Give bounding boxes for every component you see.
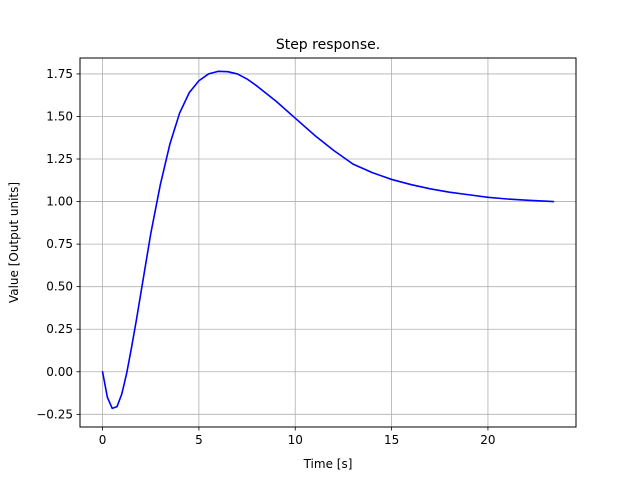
x-tick-label: 0: [99, 433, 107, 447]
ticks: 0 5 10 15 20 −0.25 0.00 0.25 0.50 0.75 1.00 1.25 1.5…: [36, 67, 495, 447]
y-axis-label: Value [Output units]: [7, 182, 21, 303]
x-axis-label: Time [s]: [303, 457, 353, 471]
step-response-line: [101, 70, 555, 410]
y-tick-label: 1.50: [46, 109, 73, 123]
x-tick-label: 15: [384, 433, 399, 447]
series-group: [101, 70, 555, 410]
y-tick-label: 1.25: [46, 152, 73, 166]
grid: [80, 58, 576, 427]
x-tick-label: 5: [195, 433, 203, 447]
y-tick-label: 0.25: [46, 322, 73, 336]
y-tick-label: 1.75: [46, 67, 73, 81]
plot-frame: [79, 57, 577, 428]
y-tick-label: 1.00: [46, 195, 73, 209]
y-tick-label: −0.25: [36, 407, 73, 421]
y-tick-label: 0.75: [46, 237, 73, 251]
y-tick-label: 0.00: [46, 365, 73, 379]
y-tick-label: 0.50: [46, 280, 73, 294]
x-tick-label: 10: [288, 433, 303, 447]
chart-title: Step response.: [276, 37, 380, 53]
x-tick-label: 20: [480, 433, 495, 447]
